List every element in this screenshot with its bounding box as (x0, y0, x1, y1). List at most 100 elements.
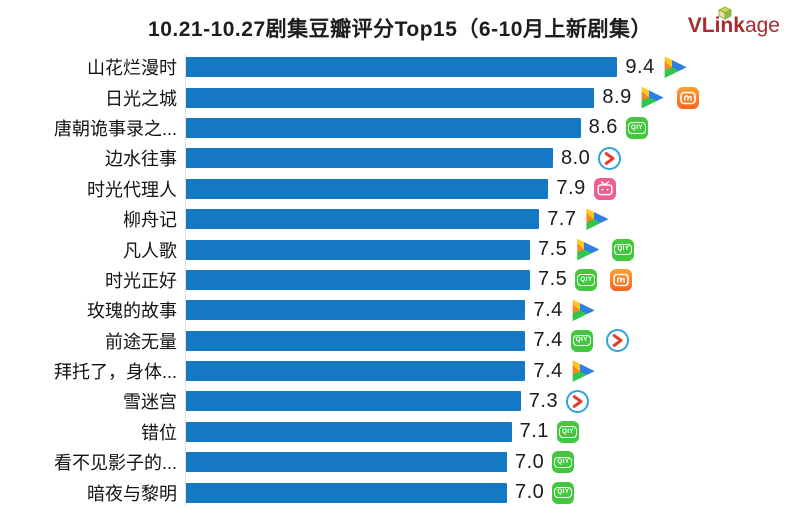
drama-title-label: 错位 (141, 422, 177, 443)
youku-play-glyph (605, 151, 615, 165)
rating-bar (185, 421, 512, 442)
drama-title-label: 柳舟记 (123, 210, 177, 231)
rating-value: 7.5 (538, 268, 568, 291)
drama-title-label: 看不见影子的... (53, 453, 177, 474)
rating-bar (185, 482, 507, 503)
platform-icons: QIY (556, 420, 579, 443)
rating-bar (185, 87, 595, 108)
bar-area: 7.9 (185, 174, 616, 204)
rating-bar (185, 391, 521, 412)
platform-icons: QIY (575, 238, 635, 261)
platform-icons (585, 208, 609, 231)
drama-title-label: 前途无量 (105, 331, 177, 352)
rating-value: 8.6 (588, 116, 618, 139)
iqiyi-icon: QIY (556, 420, 579, 443)
drama-title-label: 拜托了，身体... (53, 362, 177, 383)
bar-area: 7.7 (185, 204, 609, 234)
youku-play-glyph (572, 395, 583, 408)
iqiyi-glyph: QIY (554, 486, 573, 499)
mango-tv-glyph (613, 273, 630, 287)
drama-title-label: 玫瑰的故事 (87, 301, 177, 322)
platform-icons (571, 299, 595, 322)
chart-row: 时光代理人 7.9 (0, 174, 800, 204)
iqiyi-glyph: QIY (572, 334, 591, 347)
youku-icon (566, 389, 590, 413)
bar-area: 7.5 QIY (185, 234, 635, 264)
platform-icons: QIY (552, 481, 575, 504)
bar-area: 7.3 (185, 386, 590, 416)
rating-bar (185, 57, 618, 78)
drama-title-label: 边水往事 (105, 149, 177, 170)
drama-title-label: 凡人歌 (123, 240, 177, 261)
bilibili-tv-glyph (597, 180, 613, 196)
bar-area: 9.4 (185, 52, 687, 82)
chart-row: 玫瑰的故事 7.4 (0, 295, 800, 325)
bar-area: 7.0 QIY (185, 477, 575, 507)
rating-value: 8.9 (602, 86, 632, 109)
tencent-video-icon (586, 208, 609, 230)
rating-bar (185, 452, 507, 473)
rating-value: 7.4 (533, 329, 563, 352)
tencent-video-icon (572, 360, 595, 382)
drama-title-label: 日光之城 (105, 88, 177, 109)
logo-cube-icon (717, 6, 733, 20)
platform-icons: QIY (570, 329, 629, 353)
iqiyi-glyph: QIY (627, 122, 646, 134)
iqiyi-glyph: QIY (577, 274, 596, 286)
tencent-video-icon (572, 299, 595, 322)
rating-bar (185, 239, 530, 260)
rating-bar (185, 361, 526, 382)
chart-row: 唐朝诡事录之... 8.6 QIY (0, 113, 800, 143)
drama-title-label: 唐朝诡事录之... (53, 118, 177, 139)
bar-area: 7.4 QIY (185, 326, 629, 356)
chart-title: 10.21-10.27剧集豆瓣评分Top15（6-10月上新剧集） (148, 18, 652, 41)
drama-title-label: 暗夜与黎明 (87, 483, 177, 504)
bar-area: 8.0 (185, 143, 622, 173)
platform-icons (663, 56, 687, 79)
tencent-video-icon (641, 86, 664, 109)
iqiyi-glyph: QIY (554, 456, 573, 469)
rating-value: 7.5 (538, 238, 568, 261)
platform-icons (598, 146, 622, 170)
youku-icon (598, 146, 622, 170)
drama-title-label: 时光正好 (105, 270, 177, 291)
bar-area: 7.4 (185, 295, 595, 325)
chart-row: 山花烂漫时 9.4 (0, 52, 800, 82)
chart-row: 拜托了，身体... 7.4 (0, 356, 800, 386)
rating-bar (185, 117, 581, 138)
mango-tv-icon (676, 86, 699, 109)
rating-bar (185, 269, 530, 290)
youku-play-glyph (612, 334, 623, 348)
mango-tv-icon (610, 268, 633, 291)
chart-row: 凡人歌 7.5 QIY (0, 234, 800, 264)
drama-title-label: 山花烂漫时 (87, 58, 177, 79)
iqiyi-glyph: QIY (614, 243, 633, 256)
chart-row: 看不见影子的... 7.0 QIY (0, 447, 800, 477)
bilibili-icon (593, 177, 616, 200)
rating-bar (185, 178, 549, 199)
rating-bar (185, 148, 553, 169)
youku-icon (605, 329, 629, 353)
rating-value: 7.3 (528, 389, 559, 412)
platform-icons: QIY (575, 268, 633, 291)
chart-row: 错位 7.1 QIY (0, 417, 800, 447)
chart-row: 暗夜与黎明 7.0 QIY (0, 477, 800, 507)
chart-row: 雪迷宫 7.3 (0, 386, 800, 416)
platform-icons: QIY (552, 451, 575, 474)
mango-tv-glyph (679, 91, 696, 104)
bar-area: 8.6 QIY (185, 113, 648, 143)
chart-row: 边水往事 8.0 (0, 143, 800, 173)
y-axis-line (185, 54, 186, 506)
rating-value: 9.4 (625, 55, 655, 78)
iqiyi-icon: QIY (570, 329, 593, 352)
chart-row: 时光正好 7.5 QIY (0, 265, 800, 295)
rating-bar (185, 209, 540, 230)
bar-area: 7.1 QIY (185, 417, 579, 447)
platform-icons: QIY (625, 116, 648, 139)
rating-value: 7.4 (533, 298, 563, 321)
rating-value: 7.4 (533, 359, 563, 382)
drama-title-label: 雪迷宫 (123, 392, 177, 413)
platform-icons (640, 86, 699, 109)
rating-value: 7.0 (515, 481, 545, 504)
